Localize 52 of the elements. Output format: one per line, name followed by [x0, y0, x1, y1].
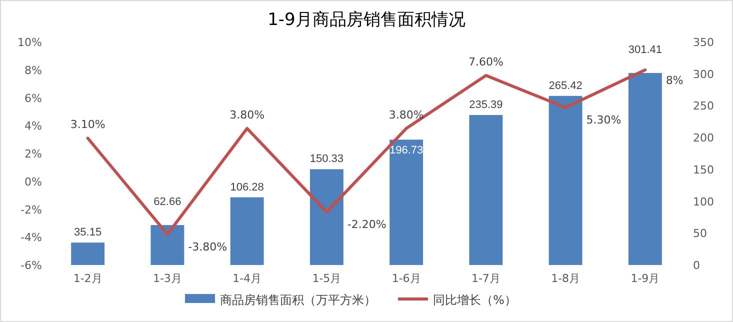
- data-label: 3.80%: [388, 108, 424, 122]
- data-label: 150.33: [310, 153, 344, 166]
- bar: [390, 140, 424, 265]
- x-tick-label: 1-9月: [630, 272, 660, 285]
- data-label: 265.42: [548, 80, 582, 92]
- y-tick-label: 2%: [24, 148, 42, 160]
- x-tick-label: 1-7月: [471, 272, 500, 285]
- y2-tick-label: 0: [693, 259, 700, 272]
- data-label: 235.39: [469, 99, 503, 112]
- y-tick-label: -4%: [20, 231, 42, 244]
- y-tick-label: 4%: [24, 120, 42, 133]
- x-tick-label: 1-8月: [551, 272, 580, 285]
- bar: [150, 225, 184, 265]
- x-tick-label: 1-2月: [73, 272, 102, 285]
- y-tick-label: 6%: [24, 92, 42, 105]
- y2-tick-label: 250: [693, 100, 714, 113]
- y-tick-label: 8%: [24, 64, 42, 77]
- bar: [71, 242, 105, 265]
- data-label: 106.28: [230, 181, 264, 194]
- data-label: 301.41: [628, 44, 662, 56]
- bar: [628, 72, 662, 265]
- chart-title: 1-9月商品房销售面积情况: [268, 10, 466, 30]
- data-label: 7.60%: [468, 55, 504, 68]
- data-label: 8%: [666, 74, 684, 87]
- x-tick-label: 1-6月: [392, 272, 421, 285]
- y-tick-label: 10%: [18, 36, 42, 49]
- data-label: 196.73: [389, 144, 424, 157]
- x-tick-label: 1-4月: [232, 272, 262, 285]
- legend-label: 商品房销售面积（万平方米）: [220, 293, 376, 307]
- data-label: -3.80%: [188, 240, 228, 254]
- data-label: 3.80%: [230, 108, 265, 122]
- y-tick-label: 0%: [24, 175, 42, 188]
- y-tick-label: -6%: [20, 259, 42, 272]
- data-label: -2.20%: [347, 218, 386, 232]
- y2-tick-label: 150: [693, 163, 714, 176]
- data-label: 5.30%: [586, 114, 622, 127]
- y2-tick-label: 350: [693, 36, 714, 49]
- data-label: 62.66: [154, 196, 182, 208]
- bar: [230, 197, 264, 265]
- bar: [469, 115, 503, 265]
- y2-tick-label: 200: [693, 132, 714, 145]
- data-label: 3.10%: [70, 118, 106, 132]
- y2-tick-label: 50: [693, 227, 707, 240]
- legend-label: 同比增长（%）: [433, 293, 516, 307]
- bar: [310, 169, 344, 265]
- x-tick-label: 1-5月: [312, 272, 342, 285]
- y2-tick-label: 100: [693, 195, 714, 208]
- x-tick-label: 1-3月: [152, 272, 182, 285]
- y2-tick-label: 300: [693, 68, 714, 81]
- bar: [548, 96, 582, 265]
- data-label: 35.15: [74, 226, 102, 239]
- y-tick-label: -2%: [20, 203, 42, 216]
